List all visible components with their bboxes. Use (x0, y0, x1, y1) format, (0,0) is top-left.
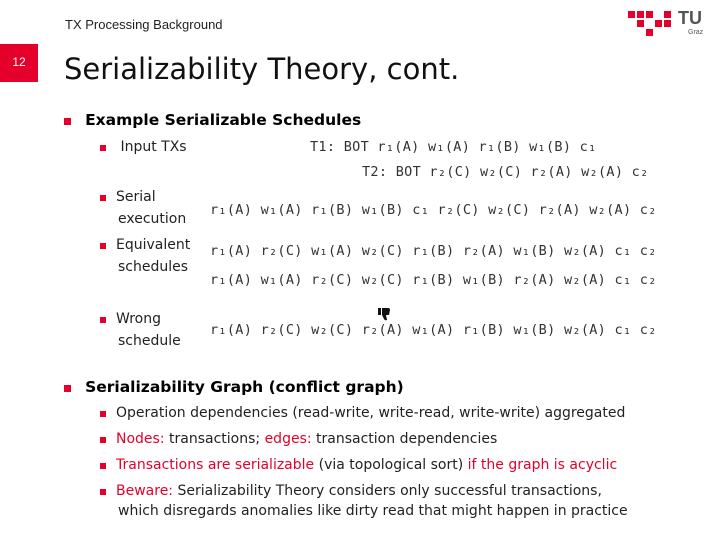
graph-bullet-1-text: Operation dependencies (read-write, writ… (116, 405, 626, 421)
slide-number-box (0, 44, 38, 82)
equivalent-label-line1: Equivalent (116, 237, 191, 253)
equivalent-schedule-1: r₁(A) r₂(C) w₁(A) w₂(C) r₁(B) r₂(A) w₁(B… (210, 243, 657, 259)
serializable-text: Transactions are serializable (116, 457, 315, 473)
bullet-icon (100, 195, 106, 201)
input-txs-row: Input TXs (100, 136, 187, 158)
thumbs-down-icon (376, 306, 392, 326)
bullet-icon (100, 145, 106, 151)
edges-label: edges: (264, 431, 312, 447)
wrong-label-line2: schedule (118, 333, 181, 349)
wrong-label-line1: Wrong (116, 311, 161, 327)
edges-text: transaction dependencies (311, 431, 498, 447)
bullet-icon (100, 411, 106, 417)
beware-label: Beware: (116, 483, 174, 499)
acyclic-text: if the graph is acyclic (467, 457, 618, 473)
example-heading-row: Example Serializable Schedules (64, 110, 361, 129)
t2-line: T2: BOT r₂(C) w₂(C) r₂(A) w₂(A) c₂ (362, 164, 649, 180)
beware-text-2: which disregards anomalies like dirty re… (118, 503, 628, 519)
wrong-label: Wrong schedule (100, 308, 200, 352)
graph-bullet-3: Transactions are serializable (via topol… (100, 457, 617, 473)
graph-heading: Serializability Graph (conflict graph) (85, 378, 404, 396)
serial-schedule: r₁(A) w₁(A) r₁(B) w₁(B) c₁ r₂(C) w₂(C) r… (210, 202, 657, 218)
equivalent-label: Equivalent schedules (100, 234, 210, 278)
graph-heading-row: Serializability Graph (conflict graph) (64, 377, 404, 396)
logo-text: TU (678, 8, 702, 28)
graph-bullet-4: Beware: Serializability Theory considers… (100, 483, 700, 519)
bullet-icon (64, 385, 71, 392)
serial-label: Serial execution (100, 186, 200, 230)
bullet-icon (100, 437, 106, 443)
equivalent-schedule-2: r₁(A) w₁(A) r₂(C) w₂(C) r₁(B) w₁(B) r₂(A… (210, 272, 657, 288)
example-heading: Example Serializable Schedules (85, 111, 362, 129)
slide-number: 12 (12, 55, 26, 69)
wrong-schedule: r₁(A) r₂(C) w₂(C) r₂(A) w₁(A) r₁(B) w₁(B… (210, 322, 657, 338)
bullet-icon (100, 243, 106, 249)
bullet-icon (100, 489, 106, 495)
slide-title: Serializability Theory, cont. (64, 52, 460, 86)
nodes-label: Nodes: (116, 431, 165, 447)
serial-label-line2: execution (118, 211, 187, 227)
graph-bullet-2: Nodes: transactions; edges: transaction … (100, 431, 497, 447)
nodes-text: transactions; (164, 431, 265, 447)
bullet-icon (100, 463, 106, 469)
beware-text-1: Serializability Theory considers only su… (173, 483, 602, 499)
input-txs-label: Input TXs (120, 139, 187, 155)
graph-bullet-1: Operation dependencies (read-write, writ… (100, 405, 625, 421)
tu-graz-logo: TU Graz (628, 8, 712, 38)
bullet-icon (64, 118, 71, 125)
serial-label-line1: Serial (116, 189, 156, 205)
t1-line: T1: BOT r₁(A) w₁(A) r₁(B) w₁(B) c₁ (310, 139, 597, 155)
bullet-icon (100, 317, 106, 323)
logo-subtext: Graz (688, 29, 704, 36)
topo-sort-text: (via topological sort) (314, 457, 468, 473)
section-title: TX Processing Background (65, 17, 223, 32)
equivalent-label-line2: schedules (118, 259, 189, 275)
